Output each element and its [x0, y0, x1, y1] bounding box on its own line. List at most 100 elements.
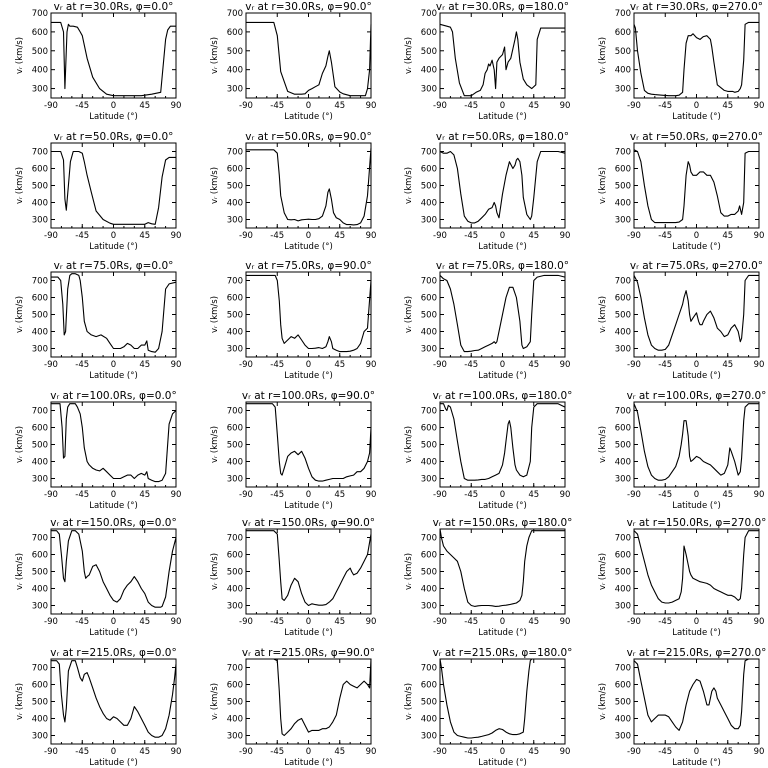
x-axis-label: Latitude (°): [478, 758, 527, 768]
y-tick-label: 300: [421, 732, 437, 742]
y-tick-label: 500: [615, 698, 631, 708]
y-tick-label: 400: [32, 66, 48, 76]
x-tick-label: 90: [366, 231, 377, 241]
x-tick-label: 90: [560, 360, 571, 370]
x-axis-label: Latitude (°): [478, 628, 527, 638]
y-tick-label: 600: [421, 294, 437, 304]
x-tick-label: -45: [658, 101, 672, 111]
y-axis-label: vᵣ (km/s): [210, 167, 220, 204]
x-tick-label: 90: [171, 101, 182, 111]
y-tick-label: 400: [32, 328, 48, 338]
plot-frame: [50, 401, 177, 488]
y-tick-label: 300: [421, 602, 437, 612]
panel-title: vᵣ at r=50.0Rs, φ=90.0°: [245, 131, 371, 143]
y-axis-label: vᵣ (km/s): [15, 426, 25, 463]
y-tick-label: 500: [615, 311, 631, 321]
x-axis-label: Latitude (°): [672, 371, 721, 381]
y-tick-label: 400: [227, 199, 243, 209]
y-tick-label: 400: [32, 715, 48, 725]
x-tick-label: 0: [694, 617, 699, 627]
x-tick-label: 45: [528, 360, 539, 370]
x-tick-label: -90: [44, 101, 58, 111]
y-tick-label: 300: [32, 475, 48, 485]
x-tick-label: 90: [366, 101, 377, 111]
y-axis-label: vᵣ (km/s): [404, 553, 414, 590]
x-tick-label: -90: [239, 747, 253, 757]
series-line: [246, 274, 372, 353]
x-axis-label: Latitude (°): [284, 371, 333, 381]
y-tick-label: 400: [615, 199, 631, 209]
x-tick-label: 0: [306, 360, 311, 370]
y-tick-label: 600: [227, 681, 243, 691]
y-tick-label: 700: [421, 534, 437, 544]
x-axis-label: Latitude (°): [284, 758, 333, 768]
x-axis-label: Latitude (°): [284, 501, 333, 511]
y-tick-label: 700: [615, 148, 631, 158]
x-tick-label: -45: [270, 101, 284, 111]
y-tick-label: 700: [32, 407, 48, 417]
x-tick-label: 0: [500, 360, 505, 370]
y-tick-label: 400: [421, 66, 437, 76]
series-line: [246, 530, 372, 607]
x-axis-label: Latitude (°): [672, 242, 721, 252]
x-tick-label: -45: [75, 360, 89, 370]
series-line: [439, 23, 565, 97]
x-tick-label: -45: [464, 617, 478, 627]
y-tick-label: 700: [227, 534, 243, 544]
y-axis-label: vᵣ (km/s): [598, 37, 608, 74]
x-tick-label: 90: [560, 101, 571, 111]
y-tick-label: 600: [421, 551, 437, 561]
y-tick-label: 700: [421, 148, 437, 158]
y-tick-label: 700: [227, 277, 243, 287]
x-tick-label: 90: [560, 231, 571, 241]
y-tick-label: 600: [421, 681, 437, 691]
x-tick-label: 90: [754, 360, 765, 370]
series-line: [439, 528, 565, 607]
panel-title: vᵣ at r=50.0Rs, φ=0.0°: [54, 131, 174, 143]
plot-frame: [633, 142, 760, 229]
x-tick-label: -90: [239, 490, 253, 500]
x-tick-label: 0: [500, 617, 505, 627]
y-tick-label: 600: [227, 28, 243, 38]
x-tick-label: 0: [111, 231, 116, 241]
y-tick-label: 700: [421, 9, 437, 19]
y-tick-label: 400: [227, 458, 243, 468]
y-tick-label: 600: [615, 681, 631, 691]
y-axis-label: vᵣ (km/s): [15, 553, 25, 590]
plot-frame: [439, 142, 566, 229]
y-tick-label: 300: [615, 732, 631, 742]
y-tick-label: 300: [227, 85, 243, 95]
x-tick-label: 0: [306, 747, 311, 757]
y-tick-label: 600: [32, 681, 48, 691]
series-line: [439, 658, 565, 739]
y-tick-label: 400: [32, 199, 48, 209]
x-tick-label: 90: [366, 490, 377, 500]
y-tick-label: 600: [227, 165, 243, 175]
y-tick-label: 700: [421, 277, 437, 287]
x-tick-label: 0: [694, 490, 699, 500]
y-tick-label: 500: [32, 698, 48, 708]
y-tick-label: 500: [421, 698, 437, 708]
y-axis-label: vᵣ (km/s): [210, 426, 220, 463]
y-tick-label: 500: [227, 47, 243, 57]
y-axis-label: vᵣ (km/s): [15, 37, 25, 74]
x-tick-label: -90: [627, 617, 641, 627]
panel-title: vᵣ at r=215.0Rs, φ=270.0°: [627, 647, 767, 659]
x-tick-label: -90: [44, 490, 58, 500]
x-axis-label: Latitude (°): [89, 371, 138, 381]
plot-frame: [245, 271, 372, 358]
y-axis-label: vᵣ (km/s): [404, 296, 414, 333]
y-tick-label: 700: [421, 407, 437, 417]
x-tick-label: -45: [75, 490, 89, 500]
y-tick-label: 400: [615, 715, 631, 725]
x-axis-label: Latitude (°): [478, 242, 527, 252]
y-axis-label: vᵣ (km/s): [404, 167, 414, 204]
y-tick-label: 400: [32, 585, 48, 595]
y-tick-label: 700: [227, 148, 243, 158]
y-axis-label: vᵣ (km/s): [598, 426, 608, 463]
y-tick-label: 600: [421, 424, 437, 434]
x-tick-label: -45: [658, 617, 672, 627]
series-line: [51, 21, 176, 97]
x-tick-label: -45: [658, 490, 672, 500]
panel-title: vᵣ at r=150.0Rs, φ=270.0°: [627, 517, 767, 529]
